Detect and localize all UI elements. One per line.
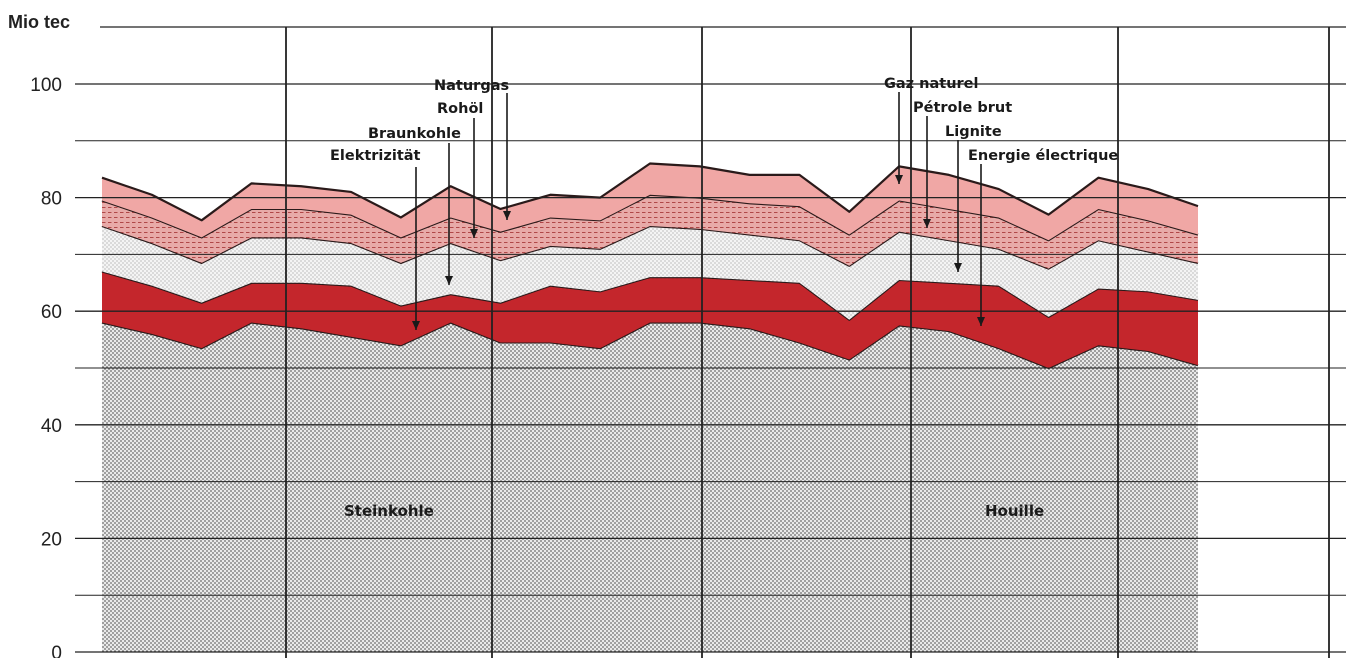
area-braunkohle <box>102 226 1198 320</box>
label-steinkohle: Steinkohle <box>344 502 434 520</box>
pointer-arrowhead <box>470 229 478 238</box>
y-tick-label: 100 <box>30 75 62 96</box>
y-axis-unit: Mio tec <box>8 12 70 32</box>
label-naturgas: Naturgas <box>434 78 509 94</box>
area-steinkohle <box>102 322 1198 652</box>
area-rohl <box>102 194 1198 269</box>
area-layer <box>101 162 1199 652</box>
label-petrole-brut: Pétrole brut <box>913 100 1012 116</box>
area-naturgas <box>102 163 1198 241</box>
pointer-arrowhead <box>977 317 985 326</box>
label-rohoel: Rohöl <box>437 101 483 117</box>
tick-layer: Mio tec 0 20 40 60 80 100 <box>8 12 70 658</box>
label-houille: Houille <box>985 502 1044 520</box>
annotation-layer: Naturgas Rohöl Braunkohle Elektrizität S… <box>330 76 1118 520</box>
pointer-arrowhead <box>923 219 931 228</box>
label-braunkohle: Braunkohle <box>368 126 461 142</box>
y-tick-label: 80 <box>41 189 62 210</box>
y-tick-label: 20 <box>41 529 62 550</box>
label-gaz-naturel: Gaz naturel <box>884 76 979 92</box>
pointer-arrowhead <box>895 175 903 184</box>
label-energie-electrique: Energie électrique <box>968 148 1118 164</box>
y-tick-label: 60 <box>41 302 62 323</box>
pointer-arrowhead <box>445 276 453 285</box>
label-lignite: Lignite <box>945 124 1002 140</box>
grid-layer <box>75 26 1346 658</box>
pointer-arrowhead <box>503 211 511 220</box>
y-tick-label: 0 <box>51 643 62 658</box>
arrow-layer <box>412 92 985 330</box>
pointer-arrowhead <box>954 263 962 272</box>
pointer-arrowhead <box>412 321 420 330</box>
y-tick-label: 40 <box>41 416 62 437</box>
label-elektrizitaet: Elektrizität <box>330 148 421 164</box>
